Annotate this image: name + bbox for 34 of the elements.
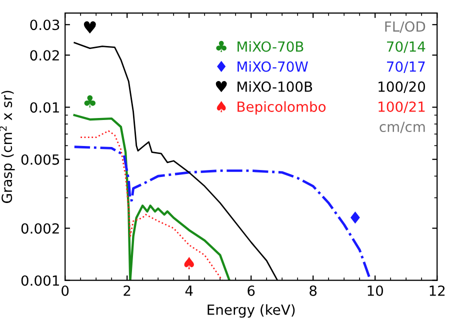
x-tick-label: 8 xyxy=(310,285,317,296)
annotation: 70/17 xyxy=(387,61,425,73)
x-tick-label: 2 xyxy=(124,285,130,296)
annotation: FL/OD xyxy=(385,21,426,33)
annotation: ♥ xyxy=(84,21,96,34)
text: ♠ xyxy=(216,101,226,112)
x-axis-title: Energy (keV) xyxy=(208,304,295,318)
annotation: ♦ xyxy=(350,211,360,224)
text: MiXO-100B xyxy=(238,81,312,92)
annotation: ♠ xyxy=(184,256,194,270)
line-series xyxy=(80,130,223,280)
text: ♥ xyxy=(216,80,227,92)
x-tick-label: 4 xyxy=(185,286,193,296)
text: MiXO-70B xyxy=(238,41,304,52)
x-tick-label: 12 xyxy=(430,285,445,296)
y-tick-label: 0.02 xyxy=(30,50,59,61)
y-tick-label: 0.01 xyxy=(30,102,59,113)
y-tick-label: 0.03 xyxy=(30,20,60,30)
text: ♦ xyxy=(217,60,226,72)
y-tick-label: 0.002 xyxy=(21,223,59,234)
annotation: 100/21 xyxy=(378,101,425,114)
y-tick-label: 0.001 xyxy=(21,275,59,286)
text: MiXO-70W xyxy=(238,61,308,72)
x-tick-label: 10 xyxy=(368,285,384,296)
annotation: 70/14 xyxy=(387,41,426,53)
annotation: 100/20 xyxy=(378,81,426,94)
line-series xyxy=(73,114,231,280)
text: Bepicolombo xyxy=(238,101,326,115)
x-tick-label: 0 xyxy=(62,285,69,296)
text: ♣ xyxy=(216,40,226,52)
x-tick-label: 6 xyxy=(248,285,255,296)
annotation: cm/cm xyxy=(380,122,425,134)
y-tick-label: 0.005 xyxy=(21,154,60,165)
annotation: ♣ xyxy=(84,95,96,108)
